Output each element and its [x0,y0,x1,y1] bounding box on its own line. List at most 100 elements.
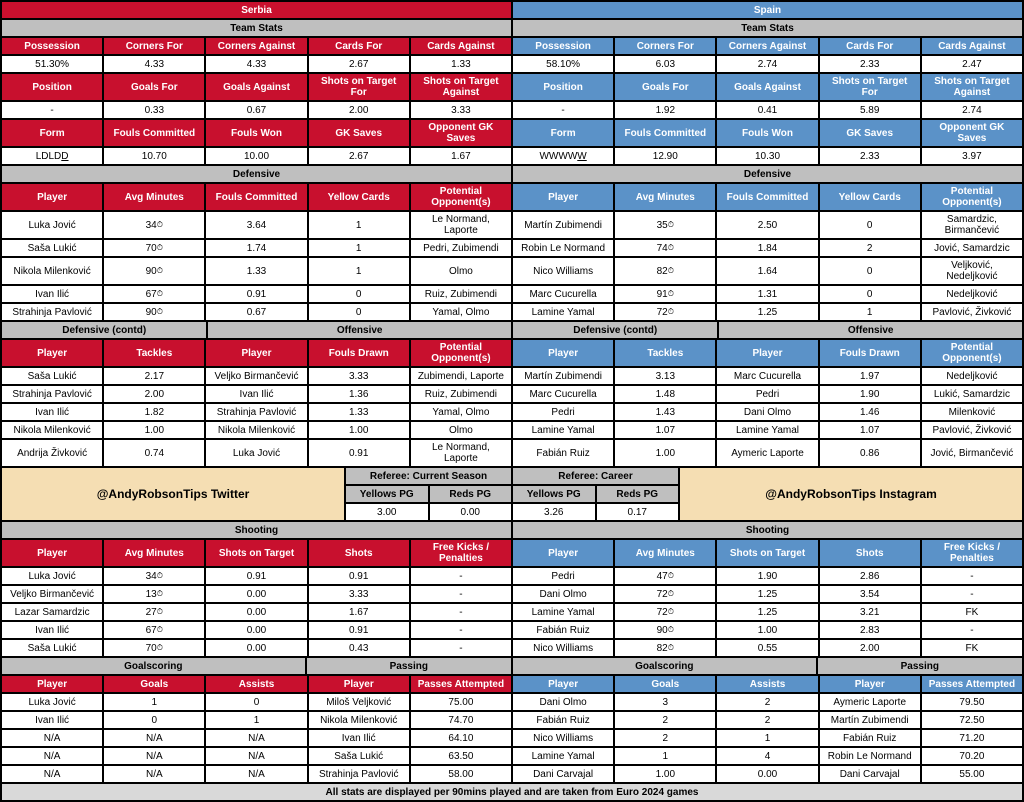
off-cell: 3.33 [308,367,410,385]
def-cell: 0 [819,257,921,285]
off-cell: Pedri [716,385,818,403]
def-cell: 1.74 [205,239,307,257]
goal-cell: N/A [205,729,307,747]
stat-header: Goals For [614,73,716,101]
col-header: Goals [614,675,716,693]
def-cell: Olmo [410,257,512,285]
def-cell: Pedri, Zubimendi [410,239,512,257]
col-header: Passes Attempted [410,675,512,693]
def-cell: 72 [614,303,716,321]
stat-value: 10.70 [103,147,205,165]
tack-cell: Ivan Ilić [1,403,103,421]
def-cell: 0 [819,211,921,239]
stat-value: 2.74 [921,101,1023,119]
stat-value: 2.33 [819,147,921,165]
col-header: Player [1,339,103,367]
def-cell: Samardzic, Birmančević [921,211,1023,239]
off-cell: Le Normand, Laporte [410,439,512,467]
off-cell: Nikola Milenković [205,421,307,439]
off-cell: Aymeric Laporte [716,439,818,467]
promo-twitter[interactable]: @AndyRobsonTips Twitter [1,467,345,521]
shoot-cell: 72 [614,603,716,621]
pass-cell: 55.00 [921,765,1023,783]
stat-value: 0.33 [103,101,205,119]
off-cell: Milenković [921,403,1023,421]
shoot-cell: - [921,585,1023,603]
pass-cell: Fabián Ruiz [819,729,921,747]
def-cell: Strahinja Pavlović [1,303,103,321]
def-cell: 35 [614,211,716,239]
section-header: Defensive [1,165,512,183]
def-cell: Ivan Ilić [1,285,103,303]
goal-cell: N/A [1,729,103,747]
shoot-cell: 0.91 [308,567,410,585]
col-header: Fouls Drawn [308,339,410,367]
stat-value: 1.92 [614,101,716,119]
shoot-cell: 1.25 [716,603,818,621]
stat-header: Corners Against [716,37,818,55]
off-cell: Marc Cucurella [716,367,818,385]
shoot-cell: - [410,585,512,603]
stat-value: 0.67 [205,101,307,119]
def-cell: Pavlović, Živković [921,303,1023,321]
pass-cell: Martín Zubimendi [819,711,921,729]
pass-cell: Saša Lukić [308,747,410,765]
shoot-cell: 0.43 [308,639,410,657]
goal-cell: 2 [614,711,716,729]
def-cell: 67 [103,285,205,303]
def-cell: Nico Williams [512,257,614,285]
off-cell: Lukić, Samardzic [921,385,1023,403]
stat-value: 0.41 [716,101,818,119]
off-cell: 1.97 [819,367,921,385]
goal-cell: N/A [205,747,307,765]
off-cell: 0.86 [819,439,921,467]
pass-cell: Strahinja Pavlović [308,765,410,783]
shoot-cell: - [410,603,512,621]
tack-cell: Martín Zubimendi [512,367,614,385]
goal-cell: Dani Olmo [512,693,614,711]
shoot-cell: 90 [614,621,716,639]
off-cell: 1.90 [819,385,921,403]
shoot-cell: 2.00 [819,639,921,657]
stat-header: Cards Against [410,37,512,55]
col-header: Player [1,675,103,693]
section-header: Passing [306,657,512,675]
stat-value: 5.89 [819,101,921,119]
shoot-cell: 3.54 [819,585,921,603]
stat-header: Goals Against [716,73,818,101]
shoot-cell: 47 [614,567,716,585]
ref-stat: 0.00 [429,503,513,521]
goal-cell: N/A [103,729,205,747]
goal-cell: N/A [103,765,205,783]
pass-cell: Aymeric Laporte [819,693,921,711]
stat-header: Possession [1,37,103,55]
section-header: Defensive [512,165,1023,183]
col-header: Potential Opponent(s) [410,183,512,211]
tack-cell: Strahinja Pavlović [1,385,103,403]
section-header: Team Stats [512,19,1023,37]
stat-value: 3.33 [410,101,512,119]
footer-note: All stats are displayed per 90mins playe… [1,783,1023,801]
col-header: Player [512,675,614,693]
def-cell: Le Normand, Laporte [410,211,512,239]
tack-cell: Lamine Yamal [512,421,614,439]
shoot-cell: Luka Jović [1,567,103,585]
col-header: Avg Minutes [614,183,716,211]
stat-header: Cards For [819,37,921,55]
stat-header: Opponent GK Saves [921,119,1023,147]
off-cell: Dani Olmo [716,403,818,421]
def-cell: 1 [819,303,921,321]
col-header: Potential Opponent(s) [410,339,512,367]
promo-instagram[interactable]: @AndyRobsonTips Instagram [679,467,1023,521]
def-cell: 2.50 [716,211,818,239]
stat-header: Opponent GK Saves [410,119,512,147]
team-left-header: Serbia [1,1,512,19]
tack-cell: Saša Lukić [1,367,103,385]
def-cell: 1.64 [716,257,818,285]
tack-cell: Andrija Živković [1,439,103,467]
goal-cell: Fabián Ruiz [512,711,614,729]
def-cell: Saša Lukić [1,239,103,257]
stat-header: Position [1,73,103,101]
col-header: Player [205,339,307,367]
stat-value: 12.90 [614,147,716,165]
